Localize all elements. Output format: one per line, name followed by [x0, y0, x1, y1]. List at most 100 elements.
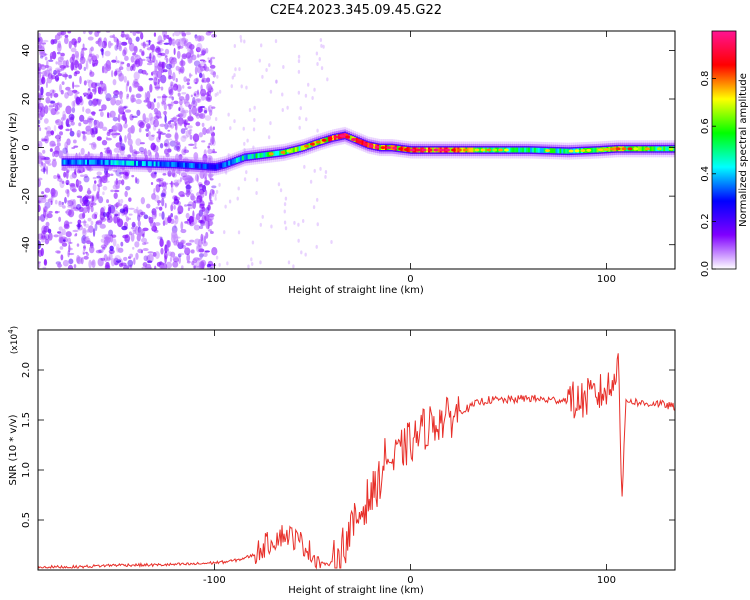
- noise-speck: [106, 257, 111, 262]
- noise-speck: [160, 247, 164, 255]
- noise-speck: [60, 67, 65, 71]
- noise-speck: [67, 237, 71, 245]
- noise-speck: [82, 119, 89, 125]
- noise-speck: [243, 177, 247, 182]
- noise-speck: [125, 109, 132, 113]
- noise-speck: [166, 138, 173, 141]
- noise-speck: [96, 183, 103, 187]
- noise-speck: [209, 125, 213, 131]
- ridge-peak: [415, 148, 421, 152]
- noise-speck: [200, 88, 207, 97]
- noise-speck: [56, 43, 62, 53]
- noise-speck: [270, 224, 273, 229]
- noise-speck: [128, 217, 132, 221]
- noise-speck: [157, 48, 164, 52]
- ridge-peak: [351, 137, 357, 141]
- noise-speck: [120, 241, 124, 247]
- colorbar-ticks: 0.0 0.2 0.4 0.6 0.8: [700, 71, 716, 277]
- noise-speck: [83, 245, 86, 249]
- ridge-cell: [673, 146, 675, 152]
- ridge-cell: [661, 146, 664, 152]
- noise-speck: [186, 78, 191, 82]
- noise-speck: [52, 89, 55, 94]
- noise-speck: [122, 112, 126, 122]
- noise-speck: [177, 242, 184, 250]
- noise-speck: [46, 130, 52, 137]
- noise-speck: [117, 216, 120, 223]
- noise-speck: [158, 184, 162, 187]
- noise-speck: [126, 96, 129, 100]
- noise-speck: [164, 115, 167, 124]
- colorbar-tick-label: 0.2: [700, 213, 711, 229]
- noise-speck: [67, 31, 72, 34]
- noise-speck: [82, 106, 85, 113]
- ridge-peak: [456, 148, 462, 152]
- ridge-cell: [181, 162, 184, 168]
- noise-speck: [53, 124, 57, 132]
- noise-speck: [303, 164, 306, 169]
- noise-speck: [236, 196, 239, 201]
- noise-speck: [158, 39, 165, 43]
- noise-speck: [149, 83, 153, 93]
- noise-speck: [82, 92, 89, 96]
- noise-speck: [38, 32, 41, 37]
- noise-speck: [117, 70, 123, 77]
- noise-speck: [192, 133, 200, 142]
- noise-speck: [55, 61, 58, 65]
- y-tick-label: 0: [21, 144, 32, 150]
- ridge-cell: [96, 159, 100, 165]
- noise-speck: [131, 221, 136, 228]
- noise-speck: [83, 255, 89, 260]
- noise-speck: [186, 253, 191, 262]
- noise-speck: [145, 203, 151, 209]
- noise-speck: [128, 85, 132, 93]
- noise-speck: [44, 56, 48, 61]
- noise-speck: [192, 146, 198, 150]
- noise-speck: [284, 196, 288, 201]
- ridge-cell: [118, 160, 121, 166]
- ridge-peak: [468, 148, 474, 152]
- noise-speck: [304, 93, 308, 98]
- noise-speck: [64, 34, 69, 38]
- ridge-peak: [668, 147, 674, 151]
- noise-speck: [181, 92, 187, 95]
- noise-speck: [207, 221, 214, 226]
- noise-speck: [137, 213, 141, 222]
- noise-speck: [140, 249, 143, 254]
- noise-speck: [106, 111, 110, 119]
- noise-speck: [175, 65, 180, 71]
- ridge-cell: [106, 160, 109, 165]
- noise-speck: [133, 71, 140, 81]
- noise-speck: [113, 192, 118, 200]
- noise-speck: [154, 222, 161, 226]
- x-tick-label: -100: [203, 575, 226, 586]
- noise-speck: [181, 31, 186, 35]
- noise-speck: [212, 81, 215, 84]
- noise-speck: [196, 53, 200, 59]
- noise-speck: [158, 206, 163, 211]
- noise-speck: [245, 85, 248, 90]
- noise-speck: [154, 86, 161, 89]
- noise-speck: [116, 259, 122, 263]
- noise-speck: [44, 187, 51, 193]
- noise-speck: [261, 214, 264, 219]
- noise-speck: [234, 67, 237, 72]
- noise-speck: [90, 220, 94, 226]
- noise-speck: [154, 211, 157, 217]
- y-tick-label: 0.5: [21, 512, 32, 528]
- noise-speck: [118, 72, 124, 82]
- noise-speck: [119, 208, 125, 214]
- noise-speck: [201, 122, 205, 127]
- noise-speck: [50, 194, 54, 203]
- ridge-cell: [230, 159, 233, 165]
- noise-speck: [80, 147, 85, 155]
- noise-speck: [174, 132, 179, 141]
- noise-speck: [142, 41, 146, 49]
- noise-speck: [186, 260, 191, 264]
- noise-speck: [259, 260, 262, 265]
- noise-speck: [68, 200, 72, 205]
- ridge-peak: [433, 148, 439, 152]
- noise-speck: [198, 204, 205, 210]
- noise-speck: [142, 113, 146, 122]
- noise-speck: [154, 152, 160, 159]
